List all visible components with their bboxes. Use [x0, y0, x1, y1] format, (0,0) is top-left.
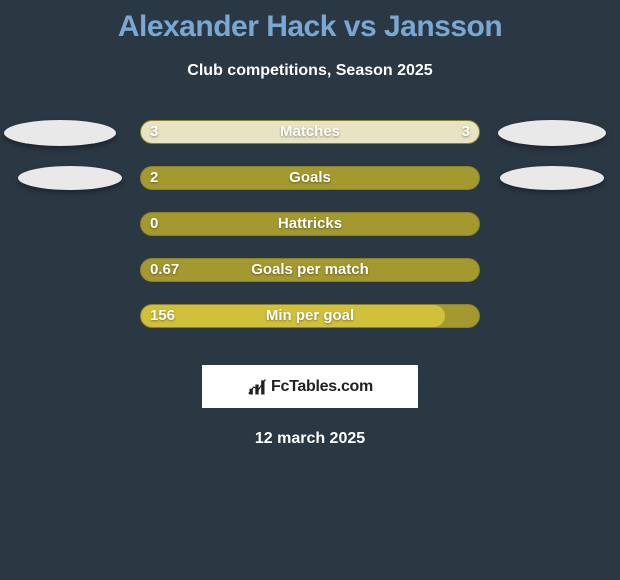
player-pad	[4, 120, 116, 146]
stat-label: Matches	[140, 120, 480, 144]
logo-text: FcTables.com	[271, 378, 373, 396]
stat-label: Hattricks	[140, 212, 480, 236]
bar-chart-icon	[247, 377, 267, 397]
fctables-logo: FcTables.com	[202, 365, 418, 408]
stat-row: 0Hattricks	[0, 212, 620, 258]
page-title: Alexander Hack vs Jansson	[0, 0, 620, 44]
stat-label: Goals per match	[140, 258, 480, 282]
stat-row: 156Min per goal	[0, 304, 620, 350]
stat-label: Min per goal	[140, 304, 480, 328]
page-subtitle: Club competitions, Season 2025	[0, 62, 620, 80]
player-pad	[498, 120, 606, 146]
stat-row: 0.67Goals per match	[0, 258, 620, 304]
player-pad	[18, 166, 122, 190]
player-pad	[500, 166, 604, 190]
stats-rows: 33Matches2Goals0Hattricks0.67Goals per m…	[0, 120, 620, 350]
stat-label: Goals	[140, 166, 480, 190]
page-date: 12 march 2025	[0, 430, 620, 448]
